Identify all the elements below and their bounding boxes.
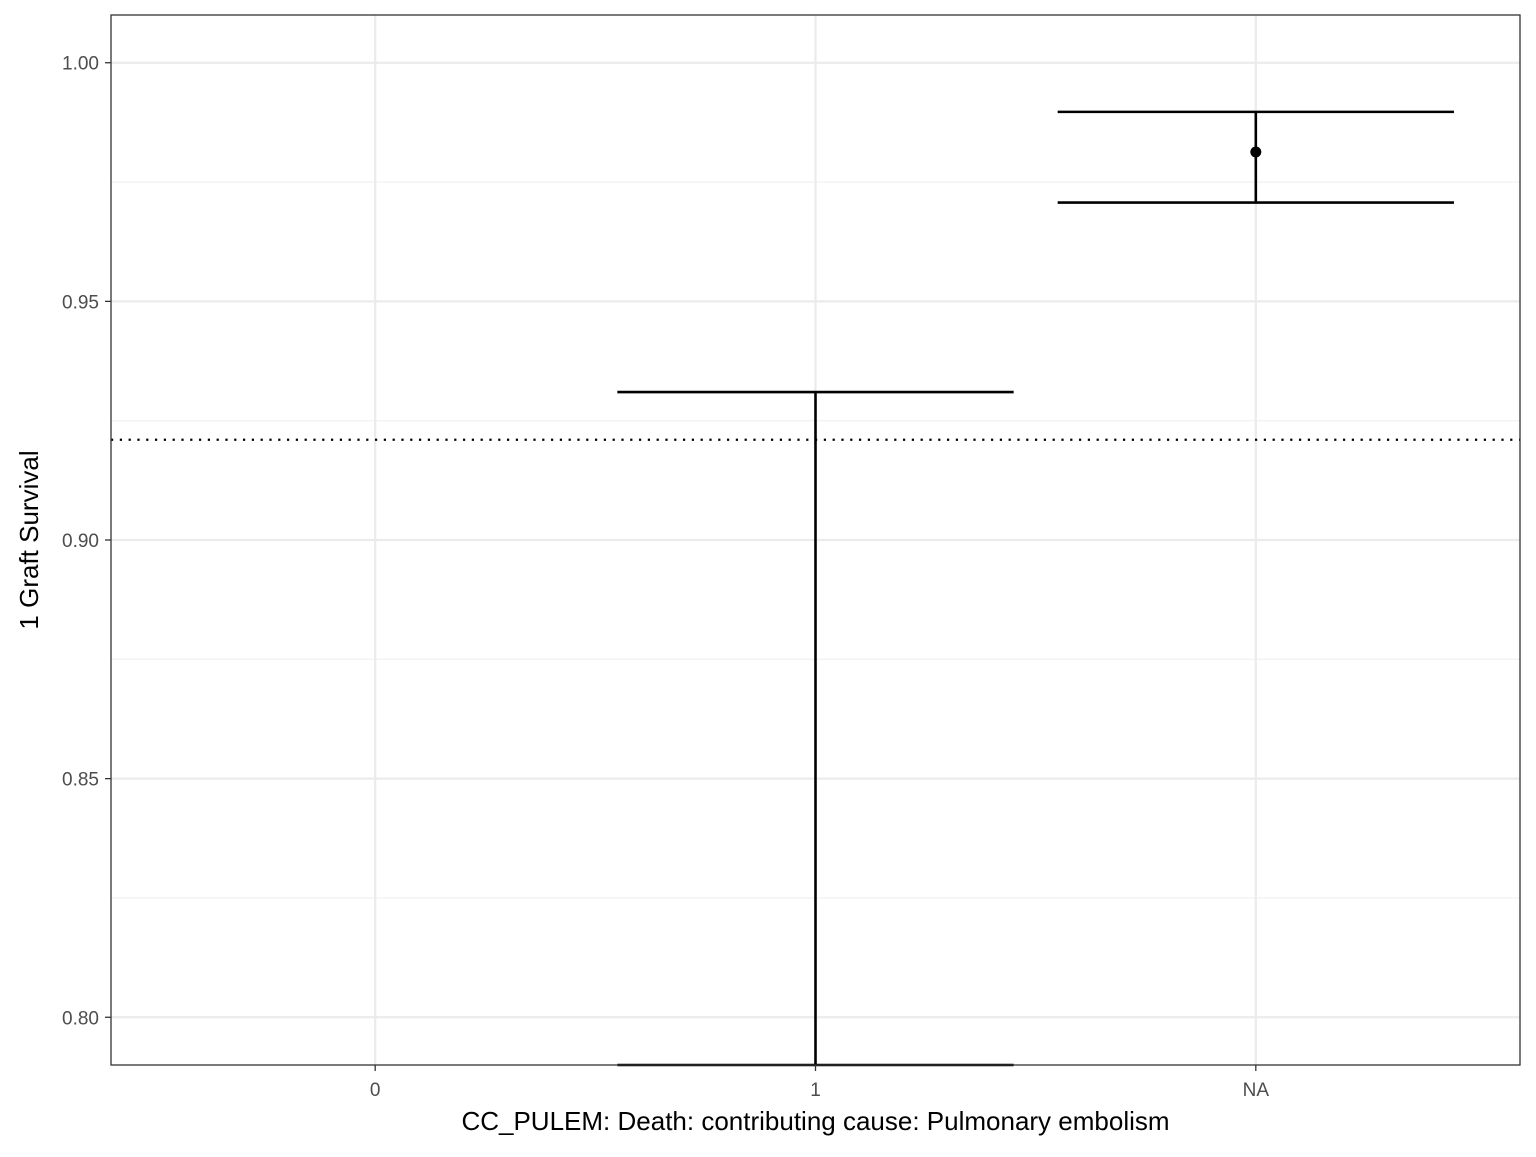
y-tick-label: 0.95: [62, 292, 99, 313]
point-estimate: [1250, 146, 1262, 158]
data-marks: [617, 110, 1454, 1067]
x-tick-label: 1: [810, 1080, 821, 1101]
y-tick-label: 0.90: [62, 531, 99, 552]
y-tick-label: 0.80: [62, 1008, 99, 1029]
x-axis-ticks: 0 1 NA: [370, 1065, 1269, 1101]
y-axis-title: 1 Graft Survival: [14, 450, 44, 629]
y-tick-label: 0.85: [62, 770, 99, 791]
x-tick-label: 0: [370, 1080, 381, 1101]
x-tick-label: NA: [1243, 1080, 1270, 1101]
y-axis-ticks: 0.80 0.85 0.90 0.95 1.00: [62, 54, 111, 1029]
y-tick-label: 1.00: [62, 54, 99, 75]
x-axis-title: CC_PULEM: Death: contributing cause: Pul…: [461, 1106, 1169, 1136]
